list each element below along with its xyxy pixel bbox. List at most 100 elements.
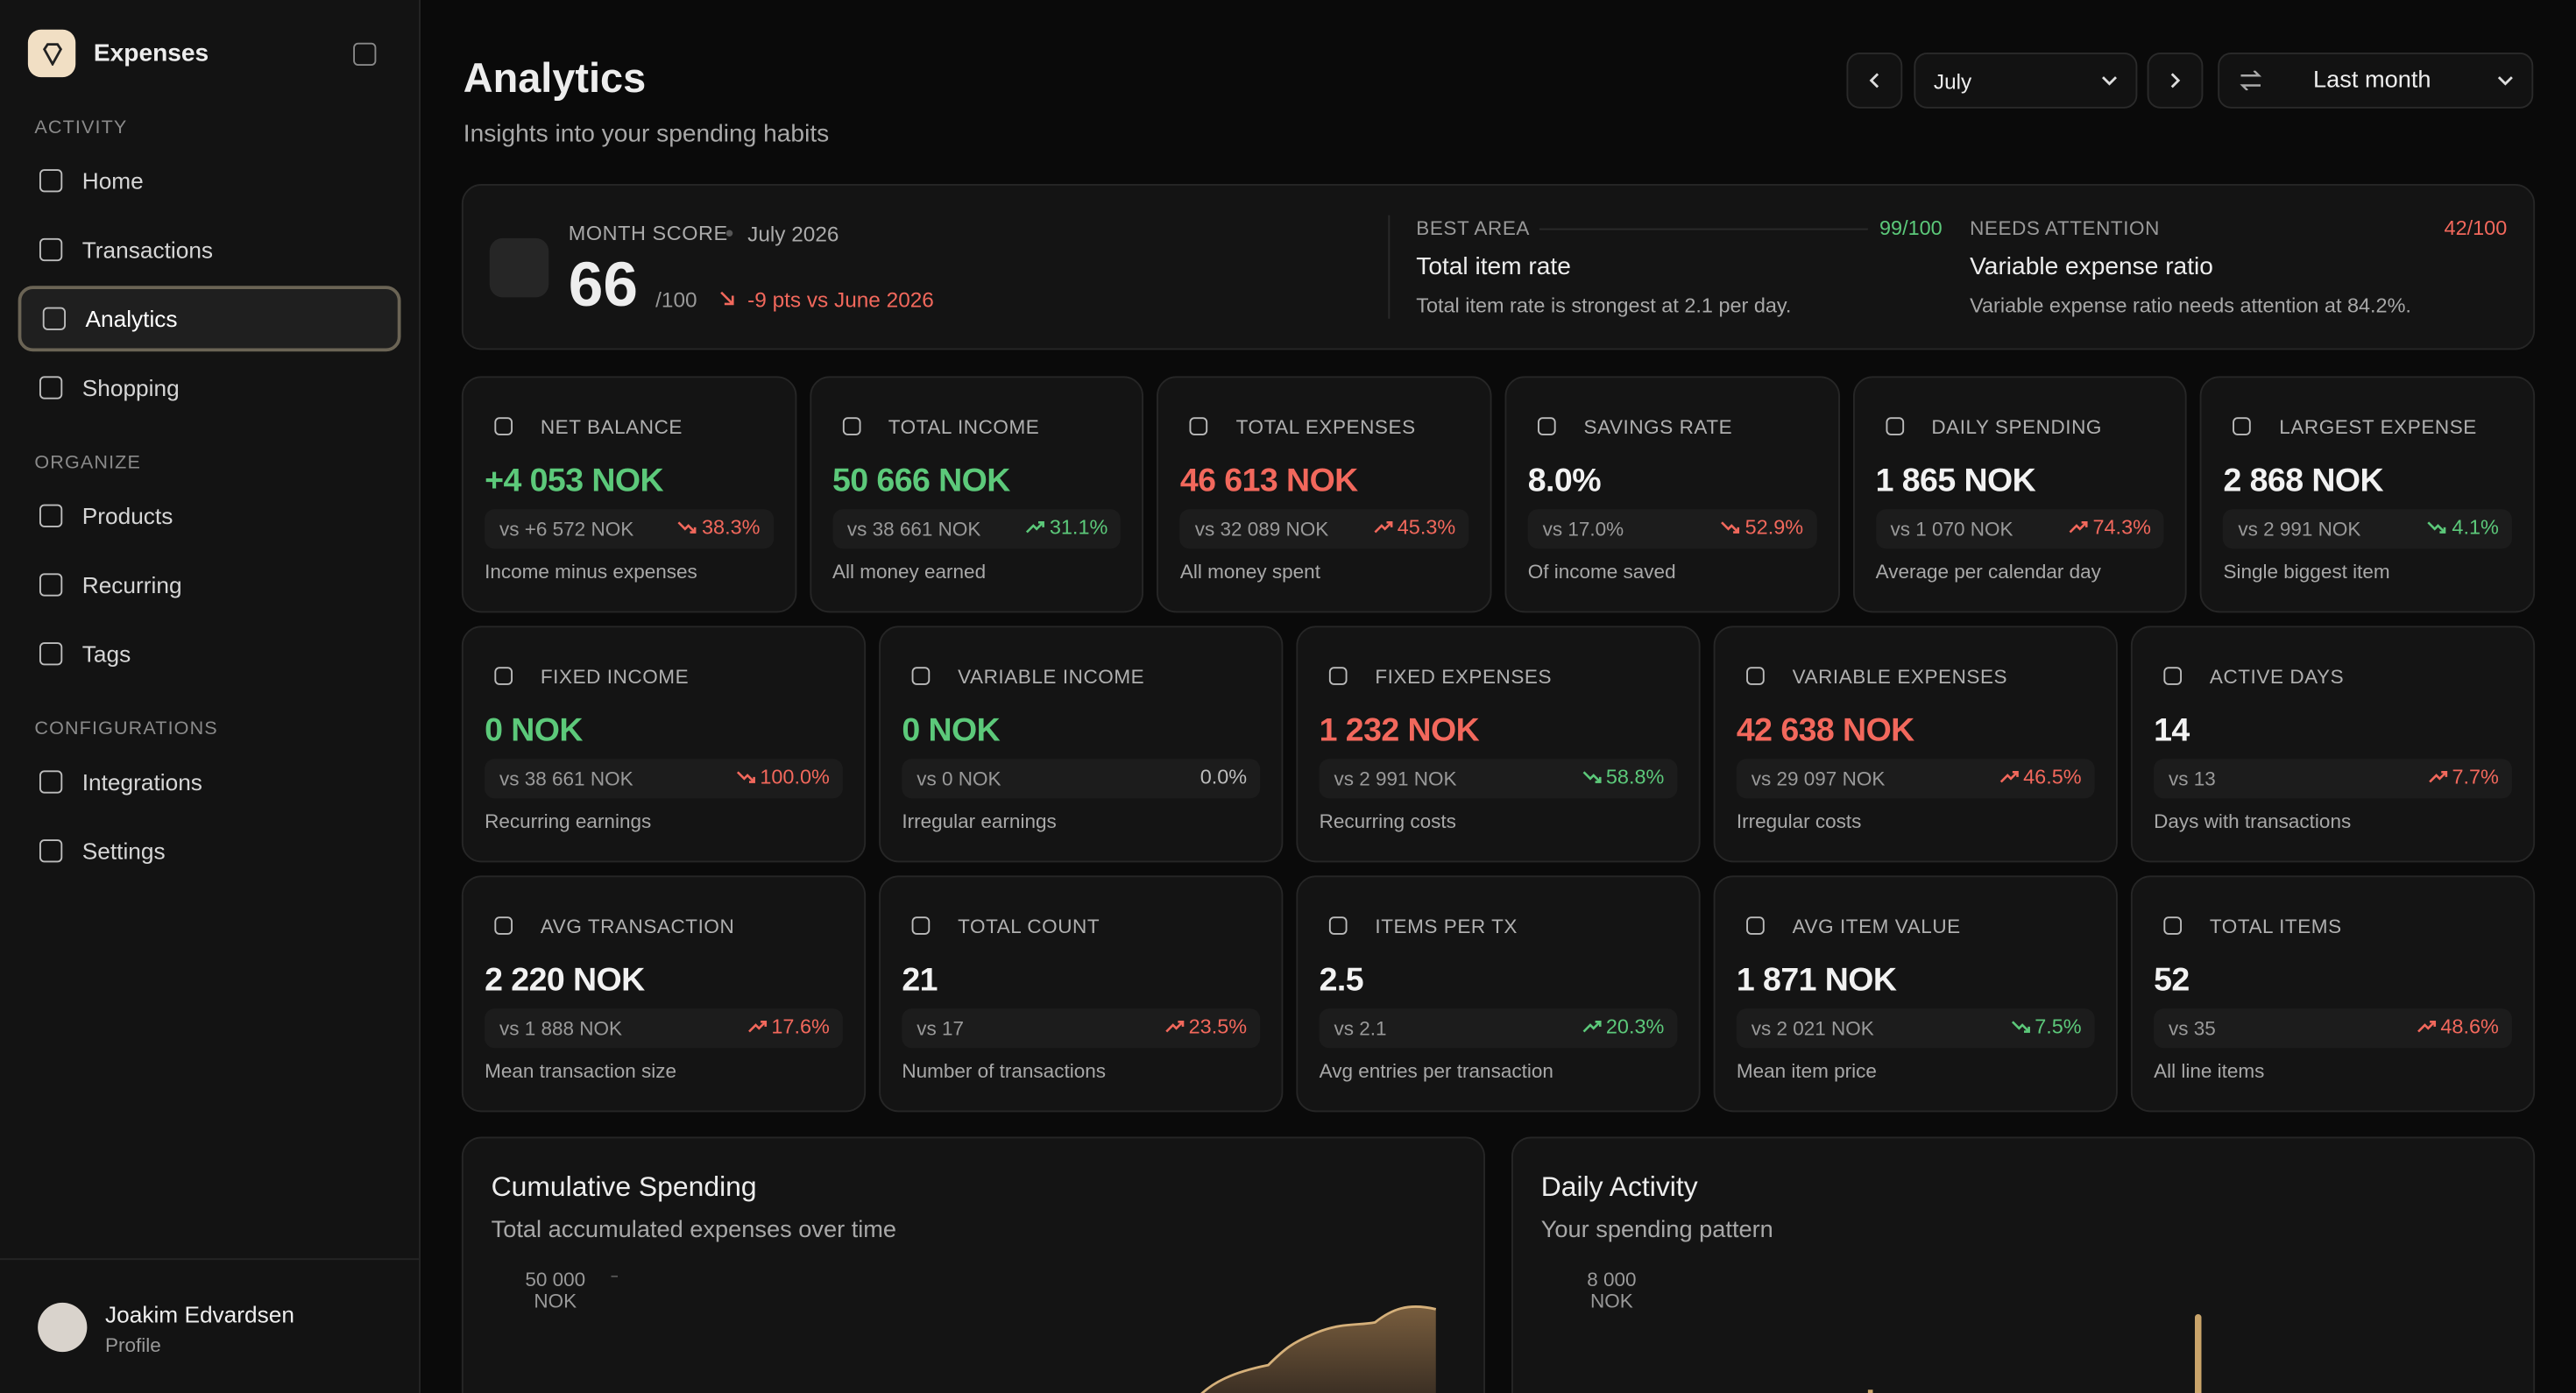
month: July <box>1933 67 1972 93</box>
trend-icon <box>1373 520 1392 534</box>
best-description: Total item rate is strongest at 2.1 per … <box>1416 293 1792 317</box>
metric-card: VARIABLE EXPENSES 42 638 NOK vs 29 097 NOK… <box>1713 626 2118 863</box>
previous-value: vs 13 <box>2169 767 2216 790</box>
period-select[interactable]: Last month <box>2218 53 2534 109</box>
change: 4.1% <box>2427 516 2499 539</box>
card-value: 21 <box>902 962 938 999</box>
bar-chart <box>1867 1314 2202 1393</box>
card-icon <box>1190 417 1208 435</box>
nav-item[interactable]: Settings <box>18 818 401 884</box>
nav: ACTIVITY Home Transactions Analytics Shoppin… <box>18 105 401 887</box>
previous-value: vs 1 070 NOK <box>1890 517 2013 541</box>
change-value: 38.3% <box>702 515 761 539</box>
month-select[interactable]: July <box>1914 53 2138 109</box>
y-tick-label: 50 000 NOK <box>525 1268 586 1313</box>
app-name: Expenses <box>93 39 209 67</box>
trend-icon <box>736 771 755 783</box>
previous-value: vs 32 089 NOK <box>1194 517 1329 541</box>
nav-label: Settings <box>81 838 166 865</box>
card-note: Mean item price <box>1736 1059 1877 1083</box>
chart-title: Daily Activity <box>1540 1170 1698 1203</box>
section-title: CONFIGURATIONS <box>34 719 218 739</box>
collapse-button[interactable] <box>353 42 377 66</box>
prev-button[interactable] <box>1846 53 1903 109</box>
period: Last month <box>2313 67 2431 94</box>
trend-icon <box>677 521 697 534</box>
card-label: VARIABLE EXPENSES <box>1792 665 2008 689</box>
spacer <box>18 690 401 707</box>
nav-item[interactable]: Tags <box>18 621 401 687</box>
card-icon <box>1885 417 1904 435</box>
nav-item[interactable]: Analytics <box>18 286 401 352</box>
comparison: vs 1 888 NOK 17.6% <box>485 1008 843 1049</box>
card-label: LARGEST EXPENSE <box>2279 415 2477 439</box>
score-panel: MONTH SCORE July 2026 66 /100 -9 pts vs … <box>461 184 2536 350</box>
previous-value: vs 2 991 NOK <box>1334 767 1457 790</box>
card-label: TOTAL INCOME <box>888 415 1040 439</box>
nav-item[interactable]: Shopping <box>18 355 401 421</box>
metric-card: TOTAL EXPENSES 46 613 NOK vs 32 089 NOK 45.… <box>1157 376 1492 613</box>
comparison: vs 2.1 20.3% <box>1319 1008 1678 1049</box>
change-value: 74.3% <box>2092 515 2151 539</box>
change-value: 48.6% <box>2440 1015 2499 1038</box>
nav-item[interactable]: Products <box>18 483 401 548</box>
card-label: AVG ITEM VALUE <box>1792 915 1961 938</box>
card-value: 2 220 NOK <box>485 962 645 999</box>
spacer <box>18 424 401 441</box>
section-title: ORGANIZE <box>34 453 142 474</box>
nav-item[interactable]: Transactions <box>18 217 401 283</box>
nav-item[interactable]: Home <box>18 148 401 214</box>
card-icon <box>1538 417 1556 435</box>
nav-icon <box>39 169 63 193</box>
nav-icon <box>39 839 63 863</box>
card-note: Average per calendar day <box>1875 560 2101 583</box>
change: 7.7% <box>2427 766 2499 788</box>
card-note: Recurring earnings <box>485 810 652 833</box>
card-value: 2.5 <box>1319 962 1364 999</box>
chart-panel: Daily Activity Your spending pattern 8 0… <box>1511 1136 2536 1393</box>
score-value: 66 <box>568 251 639 321</box>
card-label: DAILY SPENDING <box>1931 415 2102 439</box>
nav-label: Shopping <box>81 374 180 401</box>
nav-label: Transactions <box>81 237 214 263</box>
card-label: VARIABLE INCOME <box>958 665 1145 689</box>
nav-icon <box>42 307 66 330</box>
nav-item[interactable]: Integrations <box>18 749 401 815</box>
main: Analytics Insights into your spending ha… <box>421 0 2576 1393</box>
trend-icon <box>2069 520 2088 534</box>
metric-card: TOTAL ITEMS 52 vs 35 48.6% All line items <box>2130 875 2536 1113</box>
change: 20.3% <box>1582 1015 1664 1038</box>
trend-icon <box>1582 771 1601 783</box>
trend-icon <box>1025 520 1044 534</box>
nav-label: Integrations <box>81 768 202 795</box>
card-note: Income minus expenses <box>485 560 697 583</box>
card-value: 14 <box>2154 712 2190 749</box>
nav-icon <box>39 504 63 527</box>
nav-icon <box>39 642 63 666</box>
change-value: 100.0% <box>760 765 830 788</box>
nav-icon <box>39 770 63 794</box>
previous-value: vs 2 021 NOK <box>1751 1016 1874 1040</box>
change: 74.3% <box>2068 516 2151 539</box>
nav-item[interactable]: Recurring <box>18 552 401 618</box>
sidebar: Expenses ACTIVITY Home Transactions Analyti… <box>0 0 421 1393</box>
card-note: Irregular earnings <box>902 810 1057 833</box>
change: 23.5% <box>1164 1015 1248 1038</box>
change-value: 23.5% <box>1188 1015 1248 1038</box>
change: 46.5% <box>1999 766 2082 788</box>
metric-card: NET BALANCE +4 053 NOK vs +6 572 NOK 38.3% I… <box>461 376 796 613</box>
chart-title: Cumulative Spending <box>491 1170 757 1203</box>
card-label: SAVINGS RATE <box>1583 415 1733 439</box>
brand[interactable]: Expenses <box>27 29 209 78</box>
previous-value: vs 17.0% <box>1542 517 1624 541</box>
card-note: All money earned <box>832 560 987 583</box>
user[interactable]: Joakim Edvardsen Profile <box>0 1258 420 1393</box>
y-tick-label: 8 000 NOK <box>1587 1268 1637 1313</box>
next-button[interactable] <box>2147 53 2204 109</box>
metric-card: LARGEST EXPENSE 2 868 NOK vs 2 991 NOK 4.1%… <box>2200 376 2536 613</box>
change: 58.8% <box>1582 766 1664 788</box>
change: 48.6% <box>2416 1015 2499 1038</box>
trend-icon <box>2428 521 2447 534</box>
user-name: Joakim Edvardsen <box>105 1301 294 1327</box>
card-icon <box>1328 916 1348 935</box>
